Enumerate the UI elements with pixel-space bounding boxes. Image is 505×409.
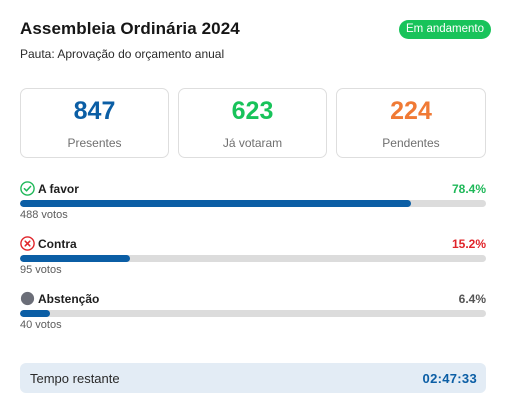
dot-circle-icon [20, 291, 35, 306]
progress-bar-fill [20, 255, 131, 262]
timer-value: 02:47:33 [422, 371, 477, 386]
stat-card-present: 847 Presentes [20, 88, 169, 158]
stat-label-voted: Já votaram [222, 136, 283, 150]
status-badge: Em andamento [399, 20, 491, 39]
vote-count: 488 votos [20, 209, 68, 221]
vote-label: A favor [38, 182, 79, 196]
stat-card-voted: 623 Já votaram [178, 88, 327, 158]
stat-label-present: Presentes [67, 136, 122, 150]
vote-row-favor: A favor 78.4% 488 votos [20, 180, 486, 226]
progress-bar-fill [20, 310, 51, 317]
vote-percent: 15.2% [451, 237, 486, 251]
vote-count: 95 votos [20, 264, 62, 276]
vote-row-abstain: Abstenção 6.4% 40 votos [20, 290, 486, 336]
vote-percent: 6.4% [458, 292, 486, 306]
stat-value-present: 847 [73, 97, 116, 125]
vote-count: 40 votos [20, 319, 62, 331]
stat-value-pending: 224 [390, 97, 432, 125]
progress-bar-track [20, 310, 486, 317]
stats-row: 847 Presentes 623 Já votaram 224 Pendent… [20, 88, 486, 158]
x-circle-icon [20, 236, 35, 251]
vote-label: Contra [38, 237, 77, 251]
page-title: Assembleia Ordinária 2024 [20, 19, 240, 38]
header: Assembleia Ordinária 2024 Em andamento [20, 19, 491, 41]
time-remaining-bar: Tempo restante 02:47:33 [20, 363, 486, 393]
vote-row-against: Contra 15.2% 95 votos [20, 235, 486, 281]
vote-percent: 78.4% [451, 182, 486, 196]
stat-card-pending: 224 Pendentes [336, 88, 486, 158]
vote-label: Abstenção [38, 292, 100, 306]
progress-bar-fill [20, 200, 412, 207]
check-circle-icon [20, 181, 35, 196]
stat-label-pending: Pendentes [382, 136, 440, 150]
stat-value-voted: 623 [231, 97, 274, 125]
timer-label: Tempo restante [30, 371, 120, 386]
progress-bar-track [20, 255, 486, 262]
agenda-text: Pauta: Aprovação do orçamento anual [20, 47, 225, 61]
progress-bar-track [20, 200, 486, 207]
